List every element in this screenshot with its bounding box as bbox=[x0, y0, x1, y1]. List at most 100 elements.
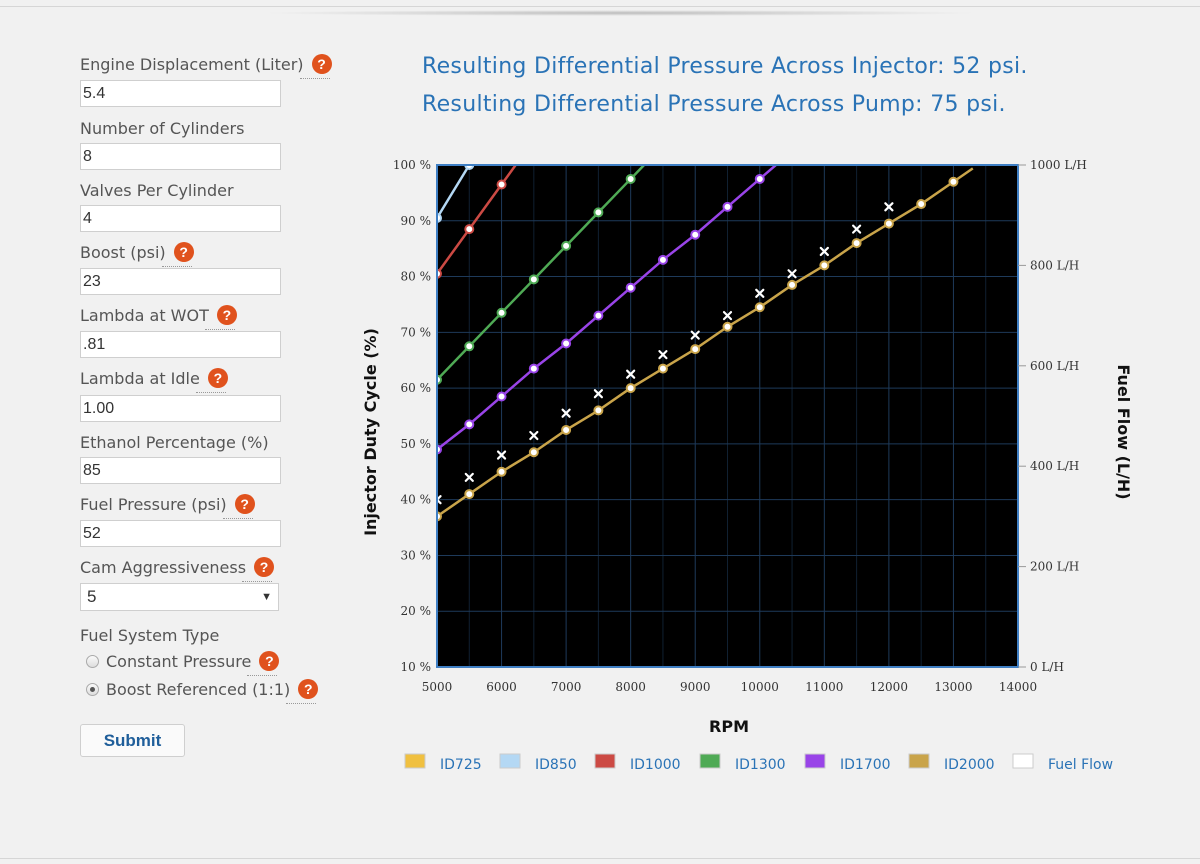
fuel-flow-point bbox=[658, 350, 668, 360]
top-shadow bbox=[260, 10, 980, 16]
series-point-id1700 bbox=[722, 201, 733, 212]
fuel-system-label: Fuel System Type bbox=[80, 626, 220, 645]
constant-pressure-option[interactable]: Constant Pressure ? bbox=[86, 651, 280, 676]
legend-item-id1300[interactable]: ID1300 bbox=[699, 753, 786, 773]
lambda-wot-input[interactable] bbox=[80, 331, 281, 358]
series-point-id1700 bbox=[690, 229, 701, 240]
series-line-id1000 bbox=[437, 165, 518, 275]
legend-item-fuel-flow[interactable]: Fuel Flow bbox=[1012, 753, 1113, 773]
fuel-flow-point bbox=[690, 330, 700, 340]
help-icon[interactable]: ? bbox=[247, 651, 280, 676]
y-tick-label: 70 % bbox=[401, 325, 432, 339]
legend-label: Fuel Flow bbox=[1048, 757, 1113, 773]
fuel-flow-point bbox=[464, 472, 474, 482]
y-tick-label: 90 % bbox=[401, 214, 432, 228]
series-line-id850 bbox=[437, 165, 471, 219]
ethanol-input[interactable] bbox=[80, 457, 281, 484]
y2-axis-title: Fuel Flow (L/H) bbox=[1114, 364, 1133, 499]
series-point-id1000 bbox=[496, 179, 507, 190]
radio-boost-referenced[interactable] bbox=[86, 682, 99, 696]
series-point-id1700 bbox=[754, 173, 765, 184]
legend-swatch bbox=[594, 753, 616, 769]
series-point-id2000 bbox=[496, 466, 507, 477]
fuel-pressure-input[interactable] bbox=[80, 520, 281, 547]
legend-swatch bbox=[804, 753, 826, 769]
series-point-id2000 bbox=[819, 260, 830, 271]
y2-tick-label: 600 L/H bbox=[1030, 359, 1079, 373]
x-tick-label: 12000 bbox=[870, 680, 908, 694]
legend-label: ID850 bbox=[535, 757, 577, 773]
series-group bbox=[437, 165, 974, 522]
legend-item-id1700[interactable]: ID1700 bbox=[804, 753, 891, 773]
series-point-id2000 bbox=[690, 344, 701, 355]
injector-pressure-result: Resulting Differential Pressure Across I… bbox=[422, 54, 1028, 79]
series-point-id1300 bbox=[464, 341, 475, 352]
x-tick-label: 8000 bbox=[615, 680, 646, 694]
series-point-id1700 bbox=[561, 338, 572, 349]
series-point-id1700 bbox=[625, 282, 636, 293]
legend-label: ID1700 bbox=[840, 757, 891, 773]
legend-label: ID2000 bbox=[944, 757, 995, 773]
series-point-id2000 bbox=[916, 199, 927, 210]
boost-referenced-option[interactable]: Boost Referenced (1:1) ? bbox=[86, 679, 319, 704]
help-icon[interactable]: ? bbox=[195, 368, 228, 393]
cylinders-input[interactable] bbox=[80, 143, 281, 170]
engine-displacement-input[interactable] bbox=[80, 80, 281, 107]
fuel-flow-point bbox=[561, 408, 571, 418]
legend-item-id850[interactable]: ID850 bbox=[499, 753, 577, 773]
series-point-id2000 bbox=[657, 363, 668, 374]
y-tick-label: 40 % bbox=[401, 493, 432, 507]
legend-label: ID1000 bbox=[630, 757, 681, 773]
fuel-flow-point bbox=[496, 450, 507, 460]
legend-label: ID725 bbox=[440, 757, 482, 773]
help-icon[interactable]: ? bbox=[204, 305, 237, 330]
fuel-flow-point bbox=[593, 389, 603, 399]
lambda-idle-label: Lambda at Idle ? bbox=[80, 368, 228, 393]
y-tick-label: 80 % bbox=[401, 270, 432, 284]
y2-tick-label: 200 L/H bbox=[1030, 560, 1079, 574]
help-icon[interactable]: ? bbox=[242, 557, 275, 582]
y-tick-label: 60 % bbox=[401, 381, 432, 395]
series-point-id2000 bbox=[593, 405, 604, 416]
legend-label: ID1300 bbox=[735, 757, 786, 773]
y-tick-label: 20 % bbox=[401, 604, 432, 618]
help-icon[interactable]: ? bbox=[299, 54, 332, 79]
y-tick-label: 30 % bbox=[401, 548, 432, 562]
x-axis-title: RPM bbox=[709, 717, 749, 736]
help-icon[interactable]: ? bbox=[286, 679, 319, 704]
engine-displacement-label: Engine Displacement (Liter) ? bbox=[80, 54, 332, 79]
legend-swatch bbox=[908, 753, 930, 769]
series-point-id2000 bbox=[851, 238, 862, 249]
fuel-flow-point bbox=[722, 311, 733, 321]
legend-item-id725[interactable]: ID725 bbox=[404, 753, 482, 773]
series-point-id2000 bbox=[625, 383, 636, 394]
x-tick-label: 10000 bbox=[741, 680, 779, 694]
legend-swatch bbox=[699, 753, 721, 769]
top-border bbox=[0, 6, 1200, 7]
radio-constant-pressure[interactable] bbox=[86, 654, 99, 668]
submit-button[interactable]: Submit bbox=[80, 724, 185, 757]
legend-item-id1000[interactable]: ID1000 bbox=[594, 753, 681, 773]
fuel-flow-point bbox=[884, 202, 894, 212]
y-axis-title: Injector Duty Cycle (%) bbox=[361, 328, 380, 536]
legend-item-id2000[interactable]: ID2000 bbox=[908, 753, 995, 773]
valves-input[interactable] bbox=[80, 205, 281, 232]
series-point-id1300 bbox=[561, 240, 572, 251]
boost-input[interactable] bbox=[80, 268, 281, 295]
series-point-id1000 bbox=[464, 224, 475, 235]
series-point-id1300 bbox=[625, 173, 636, 184]
help-icon[interactable]: ? bbox=[222, 494, 255, 519]
series-point-id1700 bbox=[657, 254, 668, 265]
series-point-id1700 bbox=[593, 310, 604, 321]
series-point-id2000 bbox=[948, 176, 959, 187]
fuel-flow-point bbox=[852, 224, 862, 234]
y2-tick-label: 0 L/H bbox=[1030, 660, 1064, 674]
boost-label: Boost (psi) ? bbox=[80, 242, 194, 267]
cam-select[interactable]: 5 ▼ bbox=[80, 583, 279, 611]
lambda-idle-input[interactable] bbox=[80, 395, 281, 422]
cylinders-label: Number of Cylinders bbox=[80, 119, 245, 138]
help-icon[interactable]: ? bbox=[161, 242, 194, 267]
series-point-id1300 bbox=[593, 207, 604, 218]
series-point-id1700 bbox=[528, 363, 539, 374]
legend-swatch bbox=[1012, 753, 1034, 769]
